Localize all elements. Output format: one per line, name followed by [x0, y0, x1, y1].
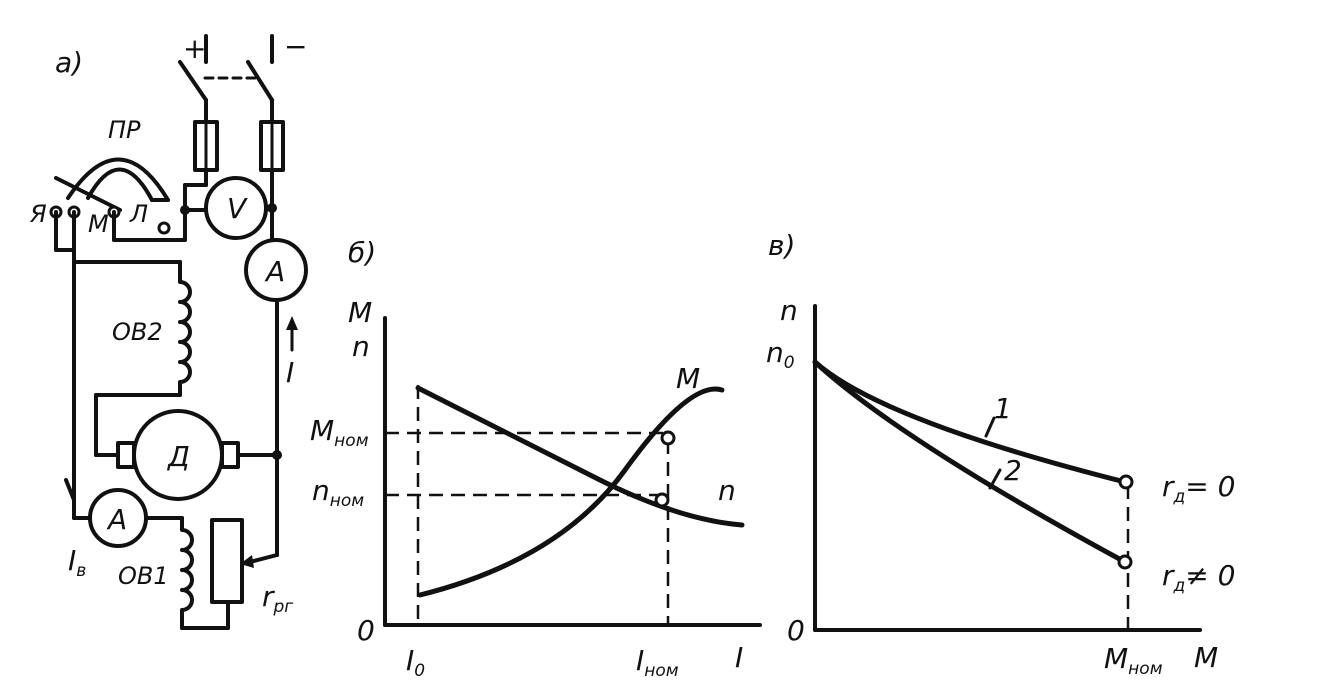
- panel-b-xlabel: I: [735, 641, 743, 674]
- current-label: I: [286, 356, 294, 389]
- n-nom-label: nном: [312, 474, 364, 511]
- curve-n-label: n: [718, 474, 736, 507]
- motor-label: Д: [166, 440, 190, 473]
- curve-m-label: M: [676, 362, 700, 395]
- nominal-point-1: [1118, 474, 1134, 490]
- nominal-point-2: [1117, 554, 1133, 570]
- x-mnom-label: Mном: [1104, 642, 1163, 679]
- series-field-winding: [178, 260, 192, 397]
- panel-c-graph: в) n n0 0 1 2 rд= 0 rд≠ 0 Mном M: [766, 229, 1235, 679]
- x-i0-label: I0: [406, 644, 425, 681]
- ammeter-main-label: A: [264, 255, 285, 288]
- voltmeter-label: V: [227, 192, 248, 225]
- curve-1-label: 1: [994, 392, 1012, 425]
- field-regulator: [210, 518, 244, 604]
- torque-nominal-point: [660, 430, 676, 446]
- panel-c-xlabel: M: [1194, 641, 1218, 674]
- panel-b-ylabel-m: M: [348, 296, 372, 329]
- field-current-label: Iв: [68, 544, 86, 581]
- shunt-field-winding: [180, 516, 194, 630]
- tap-m-label: М: [88, 210, 109, 238]
- plus-terminal-label: +: [183, 32, 206, 65]
- n0-label: n0: [766, 336, 795, 373]
- rheostat-slider: [54, 176, 122, 212]
- torque-curve: [417, 386, 725, 598]
- panel-b-origin: 0: [357, 614, 375, 647]
- characteristic-2: [812, 359, 1128, 565]
- panel-c-origin: 0: [787, 614, 805, 647]
- switch-blade-right: [246, 60, 274, 102]
- rd-zero-label: rд= 0: [1162, 470, 1235, 507]
- regulator-slider: [248, 553, 279, 564]
- rheostat-label: ПР: [108, 116, 141, 144]
- tap-l: [157, 221, 171, 235]
- panel-b-label: б): [348, 236, 376, 269]
- panel-b-ylabel-n: n: [352, 330, 370, 363]
- panel-a-label: а): [55, 46, 83, 79]
- panel-c-label: в): [768, 229, 795, 262]
- shunt-field-label: ОВ1: [118, 562, 169, 590]
- characteristic-1: [812, 359, 1128, 485]
- panel-b-graph: б) M n 0 Mном nном M n I0 Iном I: [310, 236, 762, 681]
- tap-l-label: Л: [129, 200, 148, 228]
- panel-c-ylabel: n: [780, 294, 798, 327]
- speed-nominal-point: [654, 492, 670, 508]
- motor: [132, 409, 224, 501]
- speed-curve: [415, 385, 745, 528]
- field-regulator-label: rрг: [262, 580, 293, 617]
- m-nom-label: Mном: [310, 414, 369, 451]
- minus-terminal-label: −: [284, 30, 307, 63]
- starting-rheostat-arc: [66, 157, 170, 202]
- ammeter-field-label: A: [106, 503, 127, 536]
- series-field-label: ОВ2: [112, 318, 163, 346]
- tap-ya-label: Я: [29, 200, 47, 228]
- panel-a-circuit: а) + − V ПР: [29, 30, 308, 630]
- x-inom-label: Iном: [636, 644, 679, 681]
- curve-2-label: 2: [1004, 454, 1022, 487]
- switch-blade-left: [178, 60, 208, 102]
- rd-nonzero-label: rд≠ 0: [1162, 559, 1235, 596]
